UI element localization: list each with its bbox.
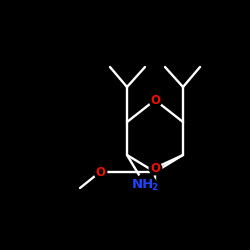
Text: O: O (95, 166, 105, 178)
Text: O: O (150, 94, 160, 106)
Text: NH: NH (132, 178, 154, 192)
Text: 2: 2 (151, 184, 157, 192)
Text: O: O (150, 162, 160, 174)
